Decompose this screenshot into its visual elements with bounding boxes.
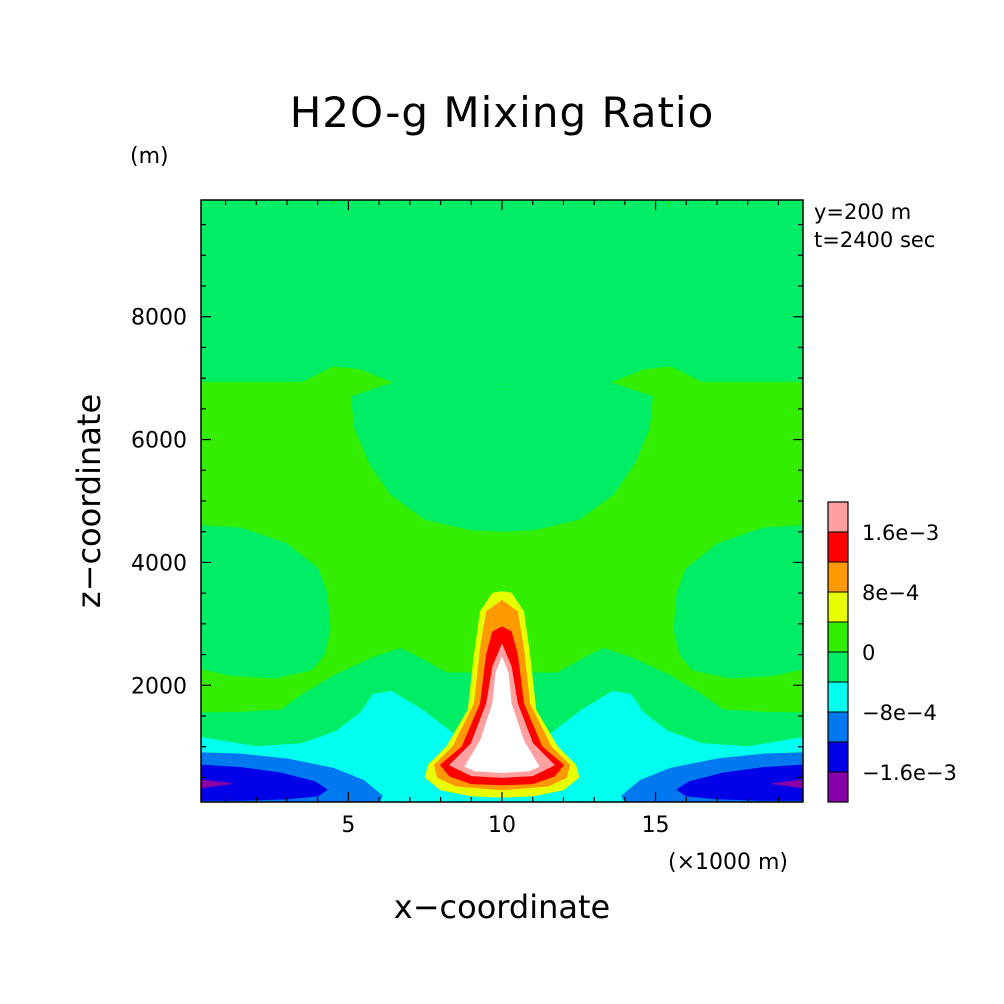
colorbar-label-0-0016: −1.6e−3 [862, 761, 957, 785]
x-tick-label-10: 10 [488, 813, 516, 838]
region-left-dark-blue-core [200, 764, 328, 801]
region-upper-left-column [200, 199, 337, 382]
colorbar-segment-1 [828, 742, 848, 772]
y-tick-label-6000: 6000 [131, 429, 187, 454]
region-mid-dome [351, 381, 653, 532]
colorbar-segment-8 [828, 532, 848, 562]
colorbar-segment-5 [828, 622, 848, 652]
region-upper-right-column [667, 199, 804, 382]
annotation-y-position: y=200 m [814, 200, 912, 224]
colorbar-segment-6 [828, 592, 848, 622]
colorbar-segment-9 [828, 502, 848, 532]
colorbar: −1.6e−3 −8e−4 0 8e−4 1.6e−3 [827, 501, 957, 803]
x-axis-label: x−coordinate [393, 888, 611, 926]
colorbar-label-0-0008: 8e−4 [862, 581, 919, 605]
colorbar-label-0-0008: −8e−4 [862, 701, 937, 725]
plot-axes: 5 10 15 2000 4000 6000 8000 [131, 199, 804, 838]
colorbar-frame [827, 501, 849, 803]
colorbar-segment-2 [828, 712, 848, 742]
annotation-time: t=2400 sec [814, 228, 936, 252]
colorbar-segment-0 [828, 772, 848, 802]
colorbar-label-0: 0 [862, 641, 875, 665]
x-axis-unit: (×1000 m) [668, 850, 789, 875]
x-tick-label-5: 5 [341, 813, 355, 838]
region-cyan-band [200, 690, 804, 803]
region-plume-core [464, 657, 540, 773]
contour-field [200, 199, 804, 803]
colorbar-segment-3 [828, 682, 848, 712]
chart-title: H2O-g Mixing Ratio [289, 88, 715, 137]
y-tick-label-4000: 4000 [131, 551, 187, 576]
region-center-column [332, 199, 672, 390]
y-axis-unit: (m) [130, 144, 169, 169]
y-tick-label-8000: 8000 [131, 306, 187, 331]
y-tick-label-2000: 2000 [131, 674, 187, 699]
region-right-dark-blue-core [676, 764, 804, 801]
region-left-middle-blob [200, 525, 331, 679]
region-right-middle-blob [673, 525, 804, 679]
colorbar-segment-7 [828, 562, 848, 592]
x-tick-label-15: 15 [642, 813, 670, 838]
colorbar-segment-4 [828, 652, 848, 682]
colorbar-label-0-0016: 1.6e−3 [862, 521, 939, 545]
